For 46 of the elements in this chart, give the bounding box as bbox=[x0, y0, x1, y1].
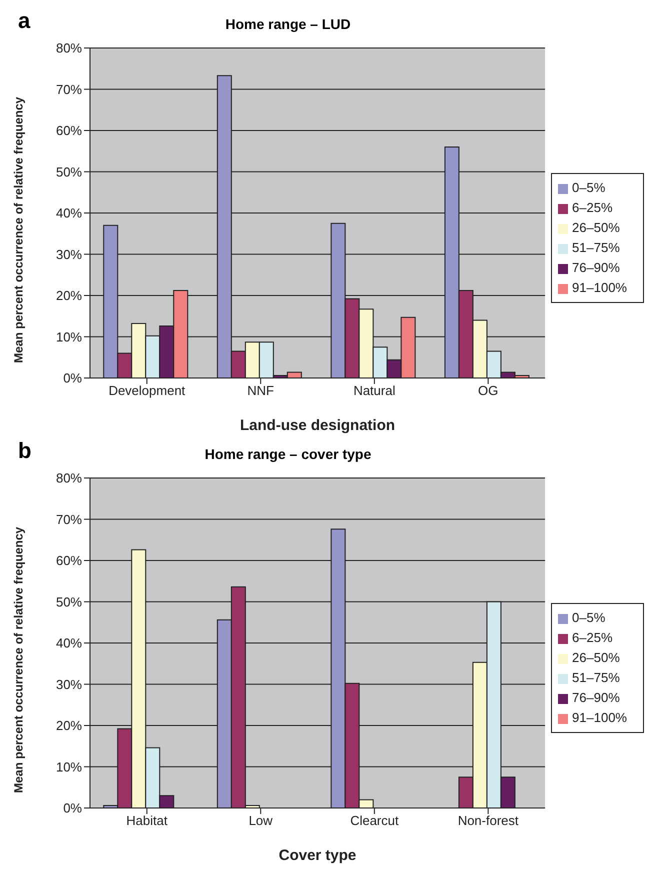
y-tick-label: 70% bbox=[56, 82, 82, 97]
y-tick-label: 40% bbox=[56, 206, 82, 221]
x-tick-label: Habitat bbox=[126, 813, 168, 828]
legend-label: 26–50% bbox=[572, 650, 620, 665]
y-tick-label: 10% bbox=[56, 759, 82, 774]
chart-title: Home range – LUD bbox=[225, 16, 351, 32]
legend-label: 6–25% bbox=[572, 200, 613, 215]
legend-label: 51–75% bbox=[572, 240, 620, 255]
y-tick-label: 0% bbox=[63, 370, 82, 386]
x-tick-label: Non-forest bbox=[458, 813, 519, 828]
x-tick-label: Development bbox=[108, 383, 186, 398]
y-tick-label: 50% bbox=[56, 164, 82, 180]
x-tick-label: NNF bbox=[247, 383, 274, 398]
legend-label: 51–75% bbox=[572, 670, 620, 685]
legend-label: 6–25% bbox=[572, 630, 613, 645]
y-tick-label: 20% bbox=[56, 288, 82, 304]
legend-label: 91–100% bbox=[572, 710, 627, 725]
legend-label: 26–50% bbox=[572, 220, 620, 235]
y-axis-title: Mean percent occurrence of relative frequency bbox=[11, 526, 26, 793]
text: b bbox=[18, 438, 32, 464]
y-tick-label: 60% bbox=[56, 123, 82, 138]
y-tick-label: 30% bbox=[56, 246, 82, 262]
y-tick-label: 20% bbox=[56, 718, 82, 734]
chart-title: Home range – cover type bbox=[204, 446, 372, 462]
legend-label: 0–5% bbox=[572, 610, 606, 625]
x-axis-title: Cover type bbox=[278, 847, 356, 864]
x-axis-title: Land-use designation bbox=[240, 417, 396, 434]
y-tick-label: 40% bbox=[56, 636, 82, 651]
y-tick-label: 50% bbox=[56, 594, 82, 610]
legend-label: 0–5% bbox=[572, 180, 606, 195]
x-tick-label: OG bbox=[478, 383, 498, 398]
y-tick-label: 80% bbox=[56, 470, 82, 486]
x-tick-label: Natural bbox=[353, 383, 396, 398]
legend-label: 76–90% bbox=[572, 260, 620, 275]
y-axis-title: Mean percent occurrence of relative frequency bbox=[11, 96, 26, 363]
y-tick-label: 70% bbox=[56, 512, 82, 527]
text: a bbox=[18, 8, 30, 34]
y-tick-label: 80% bbox=[56, 40, 82, 56]
legend-label: 91–100% bbox=[572, 280, 627, 295]
y-tick-label: 30% bbox=[56, 676, 82, 692]
x-tick-label: Low bbox=[248, 813, 274, 828]
legend-label: 76–90% bbox=[572, 690, 620, 705]
y-tick-label: 60% bbox=[56, 553, 82, 568]
x-tick-label: Clearcut bbox=[350, 813, 399, 828]
y-tick-label: 10% bbox=[56, 329, 82, 344]
y-tick-label: 0% bbox=[63, 800, 82, 816]
